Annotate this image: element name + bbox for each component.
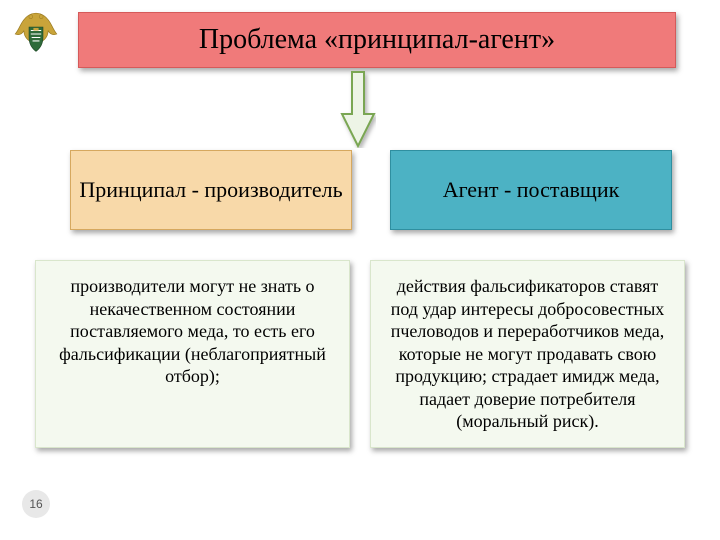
down-arrow-icon	[340, 70, 376, 148]
agent-box: Агент - поставщик	[390, 150, 672, 230]
text-panels-row: производители могут не знать о некачеств…	[35, 260, 685, 448]
page-number-badge: 16	[22, 490, 50, 518]
principal-text: производители могут не знать о некачеств…	[59, 276, 326, 386]
agent-text: действия фальсификаторов ставят под удар…	[391, 276, 665, 431]
principal-box: Принципал - производитель	[70, 150, 352, 230]
agent-label: Агент - поставщик	[443, 177, 620, 203]
agent-text-panel: действия фальсификаторов ставят под удар…	[370, 260, 685, 448]
principal-text-panel: производители могут не знать о некачеств…	[35, 260, 350, 448]
page-number: 16	[29, 497, 42, 511]
principal-label: Принципал - производитель	[79, 177, 342, 203]
role-boxes-row: Принципал - производитель Агент - постав…	[70, 150, 672, 230]
slide-title: Проблема «принципал-агент»	[199, 24, 555, 56]
slide: Проблема «принципал-агент» Принципал - п…	[0, 0, 720, 540]
arrow-shape	[342, 72, 374, 146]
title-box: Проблема «принципал-агент»	[78, 12, 676, 68]
emblem-icon	[10, 8, 62, 60]
